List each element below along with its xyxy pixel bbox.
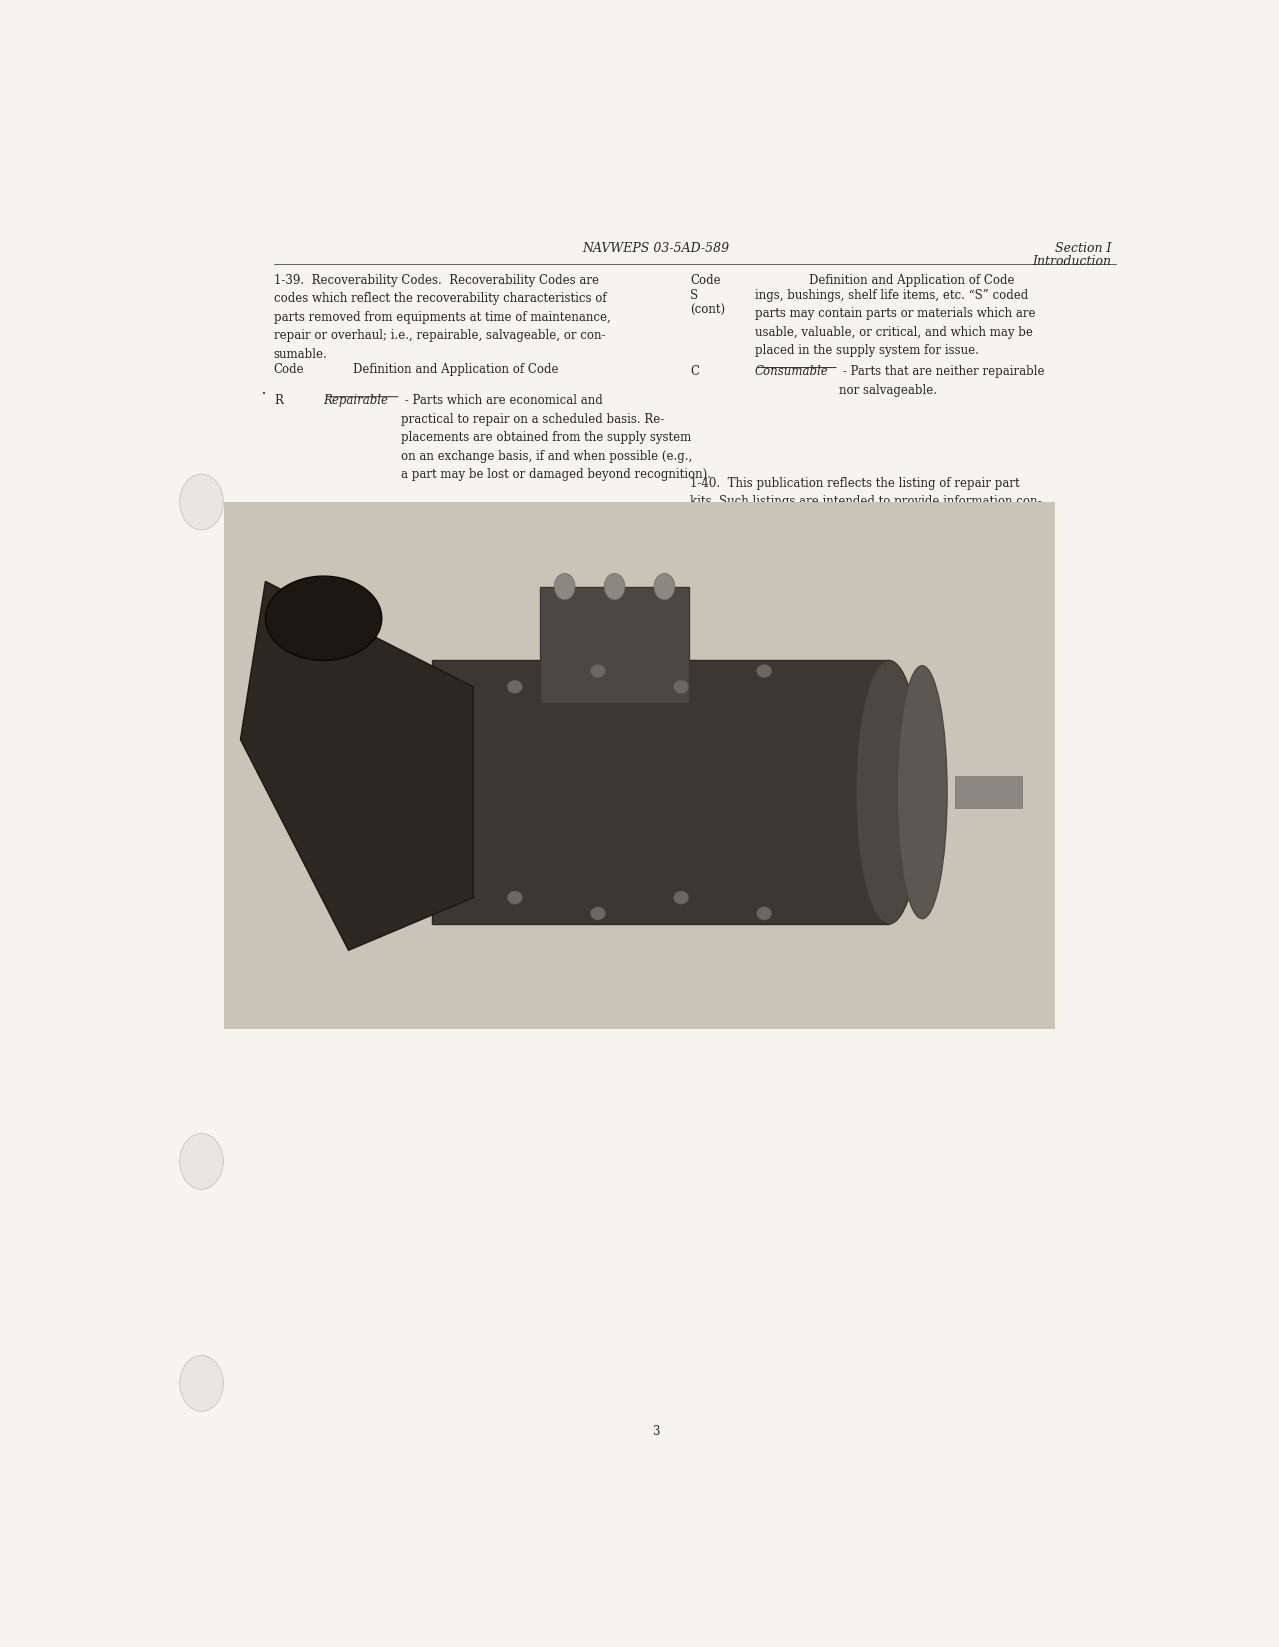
Ellipse shape xyxy=(266,576,381,660)
Ellipse shape xyxy=(674,680,688,693)
Text: - Parts that are neither repairable
nor salvageable.: - Parts that are neither repairable nor … xyxy=(839,366,1045,397)
Text: ings, bushings, shelf life items, etc. “S” coded
parts may contain parts or mate: ings, bushings, shelf life items, etc. “… xyxy=(755,288,1035,357)
Bar xyxy=(540,586,689,703)
Ellipse shape xyxy=(604,573,625,600)
Text: C: C xyxy=(691,366,700,379)
Text: (cont): (cont) xyxy=(691,305,725,318)
Text: •: • xyxy=(262,392,266,397)
Ellipse shape xyxy=(757,907,771,921)
Bar xyxy=(955,776,1022,809)
Ellipse shape xyxy=(654,573,675,600)
Text: - Parts which are economical and
practical to repair on a scheduled basis. Re-
p: - Parts which are economical and practic… xyxy=(400,394,711,481)
Ellipse shape xyxy=(554,573,576,600)
Bar xyxy=(431,660,889,924)
Text: 1-40.  This publication reflects the listing of repair part
kits. Such listings : 1-40. This publication reflects the list… xyxy=(691,476,1041,619)
Text: S: S xyxy=(274,502,281,516)
Text: 1-39.  Recoverability Codes.  Recoverability Codes are
codes which reflect the r: 1-39. Recoverability Codes. Recoverabili… xyxy=(274,273,610,361)
Text: 3: 3 xyxy=(652,1425,659,1438)
Circle shape xyxy=(179,1133,224,1189)
Text: Code: Code xyxy=(691,273,721,287)
Text: Introduction: Introduction xyxy=(1032,255,1111,268)
Ellipse shape xyxy=(591,907,605,921)
Text: Code: Code xyxy=(274,362,304,376)
Text: Definition and Application of Code: Definition and Application of Code xyxy=(810,273,1014,287)
Ellipse shape xyxy=(508,680,522,693)
Text: Figure 1.  Aircraft DC Generator: Figure 1. Aircraft DC Generator xyxy=(558,1016,753,1029)
Text: •: • xyxy=(261,771,266,779)
Ellipse shape xyxy=(674,891,688,904)
Text: Repairable: Repairable xyxy=(324,394,389,407)
Text: R: R xyxy=(274,394,283,407)
Ellipse shape xyxy=(508,891,522,904)
Text: Consumable: Consumable xyxy=(755,366,829,379)
Text: •: • xyxy=(261,682,266,690)
Ellipse shape xyxy=(897,665,946,919)
Text: S: S xyxy=(691,288,698,301)
Ellipse shape xyxy=(856,660,922,924)
Circle shape xyxy=(179,1355,224,1411)
Ellipse shape xyxy=(757,664,771,677)
Circle shape xyxy=(179,474,224,530)
Text: NAVWEPS 03-5AD-589: NAVWEPS 03-5AD-589 xyxy=(582,242,729,255)
Ellipse shape xyxy=(591,664,605,677)
PathPatch shape xyxy=(240,581,473,950)
Text: Definition and Application of Code: Definition and Application of Code xyxy=(353,362,559,376)
FancyBboxPatch shape xyxy=(334,585,977,990)
Text: Section I: Section I xyxy=(1055,242,1111,255)
Text: - Parts which are economical and
practical to salvage and which may be placed in: - Parts which are economical and practic… xyxy=(408,502,694,570)
Text: Salvageable: Salvageable xyxy=(324,502,395,516)
